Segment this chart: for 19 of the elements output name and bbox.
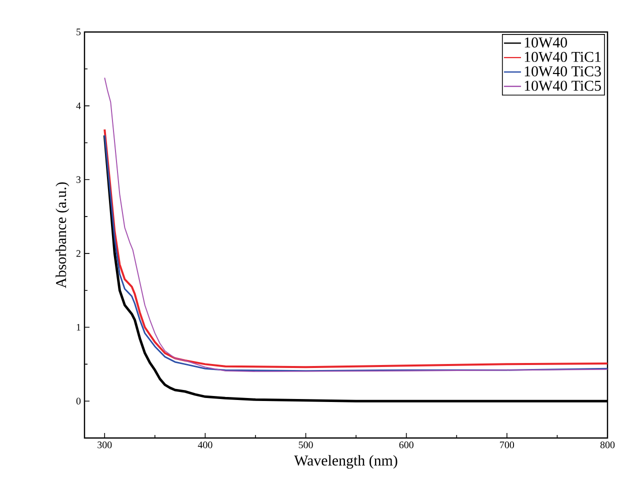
legend-label: 10W40 TiC3 <box>524 66 601 76</box>
x-tick-label: 400 <box>198 442 212 448</box>
y-tick-label: 3 <box>76 176 81 183</box>
legend-label: 10W40 TiC5 <box>524 80 601 91</box>
y-axis-title: Absorbance (a.u.) <box>56 182 70 288</box>
y-tick-label: 4 <box>76 102 81 110</box>
line-series <box>104 77 608 372</box>
legend-label: 10W40 TiC1 <box>524 52 601 62</box>
y-tick-label: 5 <box>76 28 81 36</box>
x-tick-label: 300 <box>98 442 112 448</box>
x-tick-label: 600 <box>399 442 414 448</box>
x-tick-label: 800 <box>600 442 615 448</box>
x-tick-label: 700 <box>500 442 514 448</box>
y-tick-label: 2 <box>76 250 80 257</box>
x-tick-label: 500 <box>298 442 313 448</box>
y-tick-label: 0 <box>76 398 81 404</box>
y-tick-label: 1 <box>76 324 80 331</box>
legend-label: 10W40 <box>524 37 568 48</box>
x-axis-title: Wavelength (nm) <box>294 455 398 469</box>
